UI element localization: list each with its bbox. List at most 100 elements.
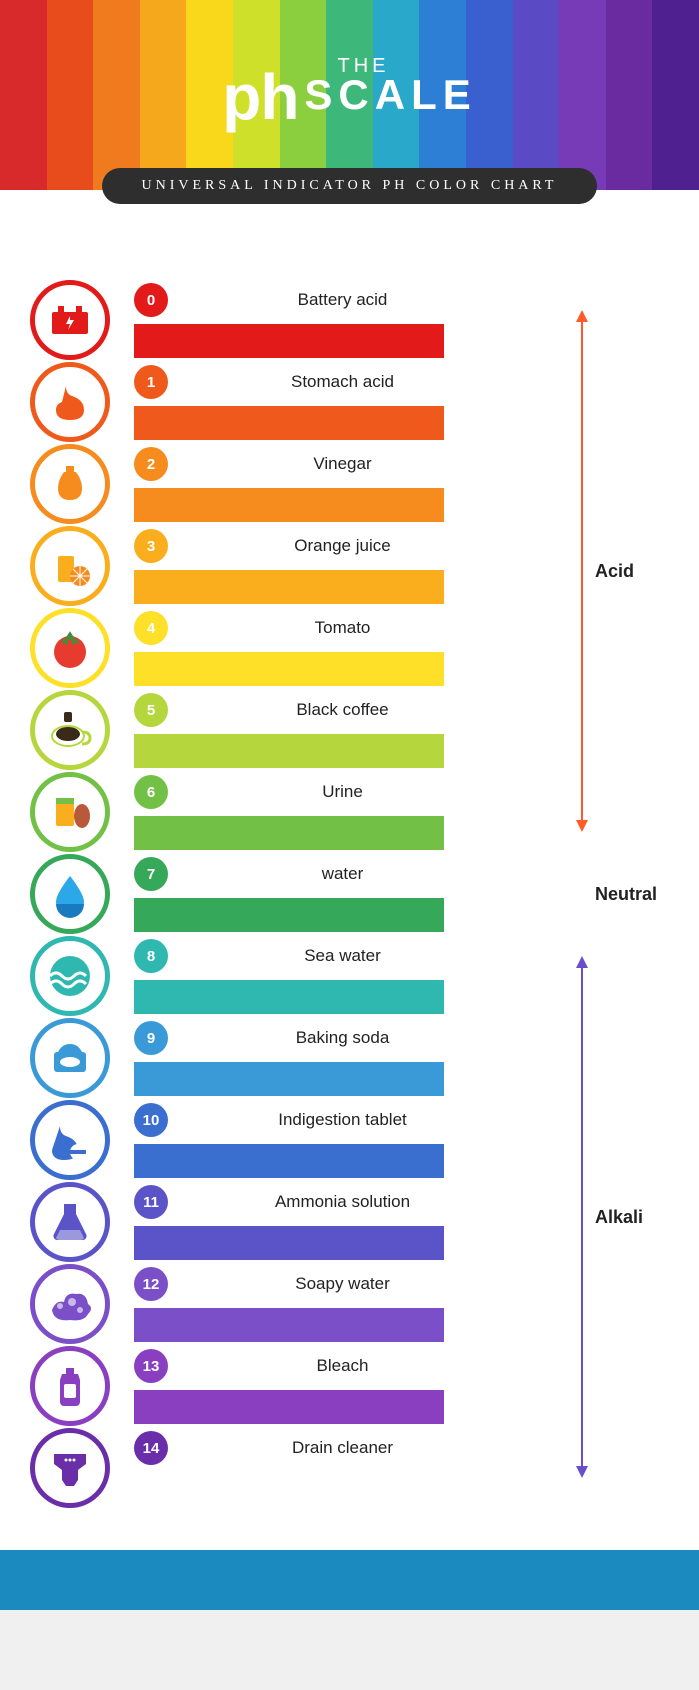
ph-value-circle: 10	[134, 1103, 168, 1137]
icon-column	[30, 280, 116, 1510]
flask-icon	[30, 1182, 110, 1262]
title-main: pHSCALE	[222, 60, 477, 134]
ph-item-label: Orange juice	[184, 536, 551, 556]
ph-row: 6 Urine	[134, 772, 551, 854]
ph-item-label: Ammonia solution	[184, 1192, 551, 1212]
ph-item-label: Stomach acid	[184, 372, 551, 392]
ph-row: 0 Battery acid	[134, 280, 551, 362]
ph-item-label: Black coffee	[184, 700, 551, 720]
ph-row: 10 Indigestion tablet	[134, 1100, 551, 1182]
ph-row: 9 Baking soda	[134, 1018, 551, 1100]
ph-row: 5 Black coffee	[134, 690, 551, 772]
ph-value-circle: 13	[134, 1349, 168, 1383]
ph-color-bar	[134, 406, 444, 440]
acid-label: Acid	[595, 561, 634, 582]
ph-color-bar	[134, 734, 444, 768]
ph-item-label: Tomato	[184, 618, 551, 638]
header-stripe	[513, 0, 560, 190]
ph-value-circle: 11	[134, 1185, 168, 1219]
tablet-icon	[30, 1100, 110, 1180]
chart-body: 0 Battery acid 1 Stomach acid 2 Vinegar …	[0, 230, 699, 1550]
ph-row: 8 Sea water	[134, 936, 551, 1018]
ph-value-circle: 5	[134, 693, 168, 727]
ph-color-bar	[134, 1144, 444, 1178]
header-stripe	[140, 0, 187, 190]
ph-value-circle: 2	[134, 447, 168, 481]
ph-color-bar	[134, 570, 444, 604]
ph-color-bar	[134, 1308, 444, 1342]
urine-icon	[30, 772, 110, 852]
ph-item-label: Battery acid	[184, 290, 551, 310]
neutral-label: Neutral	[595, 884, 657, 905]
ph-item-label: Urine	[184, 782, 551, 802]
title-scale: SCALE	[304, 71, 476, 118]
ph-color-bar	[134, 816, 444, 850]
ph-row: 13 Bleach	[134, 1346, 551, 1428]
header: THE pHSCALE UNIVERSAL INDICATOR PH COLOR…	[0, 0, 699, 230]
ph-item-label: Sea water	[184, 946, 551, 966]
acid-arrow-icon	[581, 320, 583, 822]
battery-icon	[30, 280, 110, 360]
ph-color-bar	[134, 488, 444, 522]
ph-item-label: Bleach	[184, 1356, 551, 1376]
ph-row: 14 Drain cleaner	[134, 1428, 551, 1510]
ph-value-circle: 7	[134, 857, 168, 891]
soap-icon	[30, 1264, 110, 1344]
ph-value-circle: 14	[134, 1431, 168, 1465]
ph-color-bar	[134, 1226, 444, 1260]
ph-row: 2 Vinegar	[134, 444, 551, 526]
ph-item-label: Vinegar	[184, 454, 551, 474]
ph-row: 11 Ammonia solution	[134, 1182, 551, 1264]
ph-value-circle: 3	[134, 529, 168, 563]
alkali-range: Alkali	[581, 966, 643, 1468]
header-stripe	[0, 0, 47, 190]
header-stripe	[606, 0, 653, 190]
ph-row: 4 Tomato	[134, 608, 551, 690]
ph-value-circle: 1	[134, 365, 168, 399]
header-stripe	[559, 0, 606, 190]
ph-item-label: Indigestion tablet	[184, 1110, 551, 1130]
ph-row: 3 Orange juice	[134, 526, 551, 608]
sea-icon	[30, 936, 110, 1016]
title-ph: pH	[222, 61, 298, 133]
header-stripe	[652, 0, 699, 190]
ph-color-bar	[134, 898, 444, 932]
bleach-icon	[30, 1346, 110, 1426]
ph-value-circle: 0	[134, 283, 168, 317]
ph-value-circle: 9	[134, 1021, 168, 1055]
coffee-icon	[30, 690, 110, 770]
bottle-icon	[30, 444, 110, 524]
ph-value-circle: 4	[134, 611, 168, 645]
soda-icon	[30, 1018, 110, 1098]
alkali-label: Alkali	[595, 1207, 643, 1228]
ph-color-bar	[134, 1062, 444, 1096]
ph-scale-infographic: THE pHSCALE UNIVERSAL INDICATOR PH COLOR…	[0, 0, 699, 1610]
ph-color-bar	[134, 1390, 444, 1424]
ph-row: 12 Soapy water	[134, 1264, 551, 1346]
ph-color-bar	[134, 324, 444, 358]
ph-color-bar	[134, 652, 444, 686]
drain-icon	[30, 1428, 110, 1508]
ph-value-circle: 6	[134, 775, 168, 809]
alkali-arrow-icon	[581, 966, 583, 1468]
title: THE pHSCALE	[222, 55, 477, 134]
ph-item-label: Soapy water	[184, 1274, 551, 1294]
orange-icon	[30, 526, 110, 606]
ph-row: 7 water	[134, 854, 551, 936]
header-stripe	[93, 0, 140, 190]
footer-bar	[0, 1550, 699, 1610]
water-icon	[30, 854, 110, 934]
ph-row: 1 Stomach acid	[134, 362, 551, 444]
header-stripe	[47, 0, 94, 190]
rows-column: 0 Battery acid 1 Stomach acid 2 Vinegar …	[134, 280, 551, 1510]
acid-range: Acid	[581, 320, 634, 822]
subtitle: UNIVERSAL INDICATOR PH COLOR CHART	[102, 168, 598, 204]
ph-item-label: water	[184, 864, 551, 884]
range-column: Acid Neutral Alkali	[569, 280, 679, 1510]
ph-item-label: Drain cleaner	[184, 1438, 551, 1458]
ph-color-bar	[134, 980, 444, 1014]
stomach-icon	[30, 362, 110, 442]
tomato-icon	[30, 608, 110, 688]
ph-value-circle: 12	[134, 1267, 168, 1301]
ph-item-label: Baking soda	[184, 1028, 551, 1048]
